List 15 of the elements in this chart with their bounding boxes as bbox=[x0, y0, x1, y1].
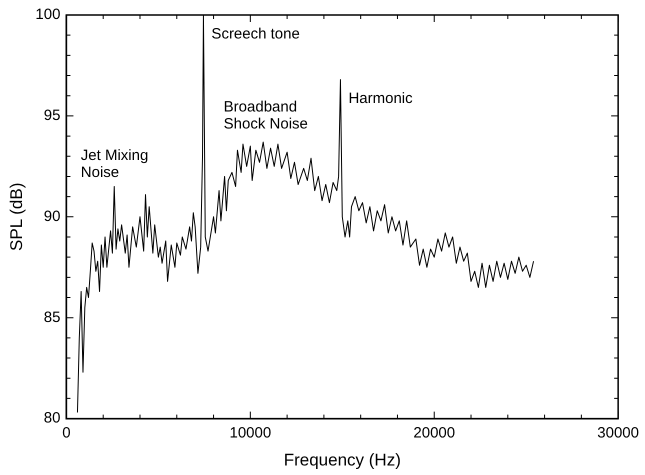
x-tick-label: 0 bbox=[62, 424, 71, 442]
annotation: Screech tone bbox=[211, 26, 300, 43]
x-axis-title: Frequency (Hz) bbox=[284, 450, 401, 470]
y-tick-label: 80 bbox=[44, 410, 60, 427]
y-tick-label: 90 bbox=[44, 208, 60, 225]
y-tick-label: 95 bbox=[44, 107, 60, 124]
x-tick-label: 30000 bbox=[597, 424, 640, 442]
y-axis-title: SPL (dB) bbox=[6, 182, 26, 251]
x-tick-label: 20000 bbox=[413, 424, 456, 442]
y-tick-label: 100 bbox=[35, 6, 60, 24]
annotation: Jet Mixing Noise bbox=[80, 146, 148, 181]
x-tick-label: 10000 bbox=[229, 424, 272, 442]
annotation: Broadband Shock Noise bbox=[224, 98, 308, 132]
y-tick-label: 85 bbox=[44, 308, 60, 326]
annotation: Harmonic bbox=[348, 90, 414, 108]
